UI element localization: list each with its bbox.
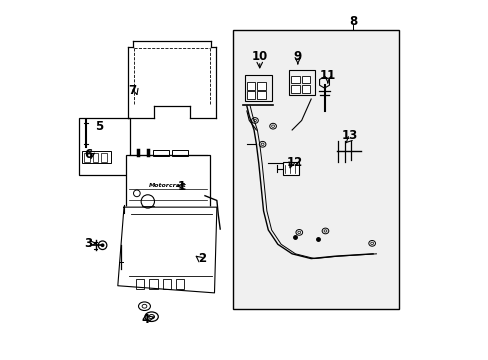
Polygon shape — [118, 207, 217, 293]
Text: 11: 11 — [319, 69, 335, 82]
Bar — [246, 82, 255, 90]
Circle shape — [101, 243, 104, 247]
Bar — [101, 153, 107, 162]
Bar — [171, 150, 188, 156]
Bar — [282, 162, 299, 175]
Bar — [288, 71, 314, 95]
Bar — [257, 82, 265, 90]
Text: 3: 3 — [84, 237, 92, 250]
Text: 13: 13 — [342, 129, 358, 142]
Bar — [126, 155, 209, 210]
Text: 12: 12 — [286, 156, 302, 169]
Bar — [290, 76, 299, 83]
Bar — [257, 91, 265, 99]
Bar — [246, 91, 255, 99]
Bar — [149, 279, 158, 289]
Bar — [79, 118, 130, 175]
Text: 7: 7 — [128, 85, 136, 98]
Text: 6: 6 — [84, 148, 92, 161]
Bar — [162, 279, 171, 289]
Bar — [84, 153, 89, 162]
Text: 1: 1 — [177, 180, 185, 193]
Bar — [152, 150, 169, 156]
Text: 5: 5 — [95, 120, 103, 133]
Bar — [232, 30, 399, 309]
Text: 9: 9 — [293, 50, 302, 63]
Text: 10: 10 — [251, 50, 267, 63]
Bar — [176, 279, 184, 289]
Bar — [92, 153, 98, 162]
Bar — [136, 279, 144, 289]
Bar — [301, 76, 309, 83]
Text: Motorcraft: Motorcraft — [149, 183, 186, 188]
Text: 2: 2 — [198, 252, 206, 265]
Text: 4: 4 — [141, 313, 149, 326]
Text: 8: 8 — [348, 15, 357, 28]
Bar — [81, 152, 111, 163]
Bar — [290, 85, 299, 93]
Bar — [301, 85, 309, 93]
Bar — [244, 75, 271, 102]
